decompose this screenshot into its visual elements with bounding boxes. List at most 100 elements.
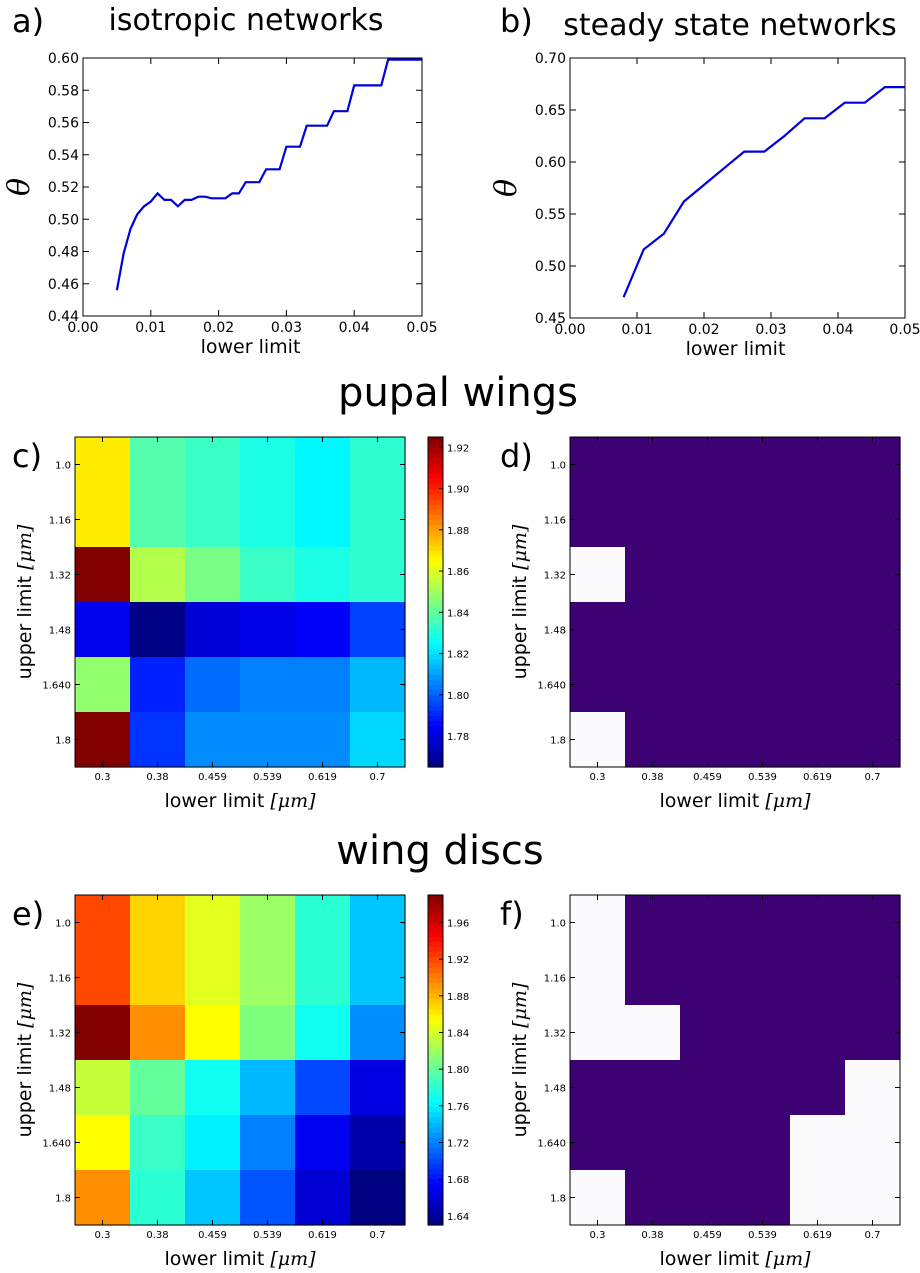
x-tick-label-a: 0.04 [339,320,370,336]
x-tick-label-b: 0.03 [755,322,786,338]
y-axis-label-d: upper limit [μm] [509,524,531,679]
colorbar-segment-c [428,643,443,650]
x-axis-label-e: lower limit [μm] [164,1248,316,1270]
y-tick-label-d: 1.48 [544,626,566,637]
heatmap-cell-d [845,437,901,493]
x-tick-label-e: 0.38 [146,1230,168,1241]
x-tick-label-e: 0.3 [95,1230,111,1241]
heatmap-cell-e [350,1170,406,1226]
heatmap-cell-c [130,547,186,603]
x-tick-label-f: 0.539 [748,1230,777,1241]
heatmap-cell-f [845,895,901,951]
panel-label-b: b) [500,2,533,40]
x-tick-label-d: 0.619 [803,772,832,783]
x-tick-label-c: 0.38 [146,772,168,783]
heatmap-cell-d [845,657,901,713]
colorbar-segment-e [428,962,443,968]
colorbar-segment-e [428,972,443,979]
panel-f: f) 0.3 0.38 0.459 0.539 0.619 0.7 1.0 1.16 1.32 1.… [500,894,901,1270]
colorbar-segment-e [428,1204,443,1211]
colorbar-segment-c [428,736,443,742]
colorbar-segment-c [428,529,443,536]
heatmap-cell-f [735,950,791,1006]
colorbar-segment-c [428,586,443,593]
colorbar-segment-c [428,622,443,629]
y-axis-unit-d: [μm] [509,524,531,570]
heatmap-cell-f [570,950,626,1006]
y-tick-label-c: 1.32 [49,571,71,582]
heatmap-cell-c [75,547,131,603]
y-tick-label-e: 1.16 [49,974,71,985]
colorbar-segment-e [428,1127,443,1133]
colorbar-segment-c [428,669,443,675]
heatmap-cell-e [240,1115,296,1171]
y-tick-label-d: 1.8 [550,736,566,747]
colorbar-segment-c [428,679,443,686]
heatmap-cell-e [75,895,131,951]
y-tick-label-c: 1.8 [55,736,71,747]
y-tick-label-e: 1.32 [49,1029,71,1040]
colorbar-segment-c [428,699,443,706]
colorbar-segment-e [428,946,443,953]
plot-frame-b [569,57,906,319]
heatmap-cell-e [350,1005,406,1061]
heatmap-cell-f [625,1115,681,1171]
panel-label-e: e) [12,895,44,933]
heatmap-cell-c [240,547,296,603]
x-tick-label-c: 0.3 [95,772,111,783]
heatmap-cell-f [625,1060,681,1116]
x-tick-label-f: 0.38 [641,1230,663,1241]
x-tick-label-d: 0.38 [641,772,663,783]
colorbar-segment-e [428,1173,443,1180]
heatmap-cell-f [790,1170,846,1226]
colorbar-segment-c [428,509,443,515]
colorbar-frame-e [427,894,444,1226]
y-axis-unit-f: [μm] [509,982,531,1028]
colorbar-segment-c [428,761,443,768]
heatmap-cell-d [680,602,736,658]
y-tick-label-b: 0.70 [535,51,566,67]
heatmap-cell-d [790,437,846,493]
y-tick-label-c: 1.640 [42,681,71,692]
heatmap-cell-f [680,895,736,951]
x-axis-label-b: lower limit [686,338,786,360]
heatmap-cell-e [185,1060,241,1116]
y-axis-label-c: upper limit [μm] [14,524,36,679]
heatmap-cell-c [75,437,131,493]
y-tick-label-a: 0.54 [48,148,79,164]
colorbar-segment-e [428,998,443,1004]
heatmap-cell-c [295,547,351,603]
y-axis-label-text-f: upper limit [509,1028,531,1138]
colorbar-segment-e [428,1111,443,1118]
plot-frame-c [74,436,406,768]
colorbar-segment-e [428,1070,443,1077]
colorbar-segment-c [428,488,443,495]
y-tick-label-a: 0.60 [48,51,79,67]
heatmap-cell-e [350,1115,406,1171]
x-tick-label-a: 0.05 [406,320,437,336]
heatmap-cell-d [570,547,626,603]
colorbar-tick-label-e: 1.72 [447,1139,469,1150]
colorbar-segment-e [428,1065,443,1071]
colorbar-segment-e [428,1034,443,1040]
colorbar-tick-label-c: 1.88 [447,526,469,537]
colorbar-segment-c [428,653,443,660]
colorbar-tick-label-e: 1.64 [447,1212,469,1223]
panel-d: d) 0.3 0.38 0.459 0.539 0.619 0.7 1.0 1.16 1.32 1.… [500,436,901,812]
heatmap-cell-e [185,1115,241,1171]
colorbar-segment-c [428,478,443,485]
heatmap-cell-f [845,950,901,1006]
heatmap-cell-d [735,712,791,768]
y-tick-label-d: 1.32 [544,571,566,582]
heatmap-cell-d [680,547,736,603]
colorbar-segment-e [428,1116,443,1123]
heatmap-cell-f [845,1170,901,1226]
heatmap-cell-c [130,492,186,548]
colorbar-segment-c [428,493,443,500]
colorbar-tick-label-e: 1.96 [447,919,469,930]
chart-title-b: steady state networks [563,8,897,43]
colorbar-segment-e [428,956,443,963]
heatmap-cell-c [295,437,351,493]
heatmap-cell-f [570,1060,626,1116]
colorbar-segment-e [428,895,443,901]
